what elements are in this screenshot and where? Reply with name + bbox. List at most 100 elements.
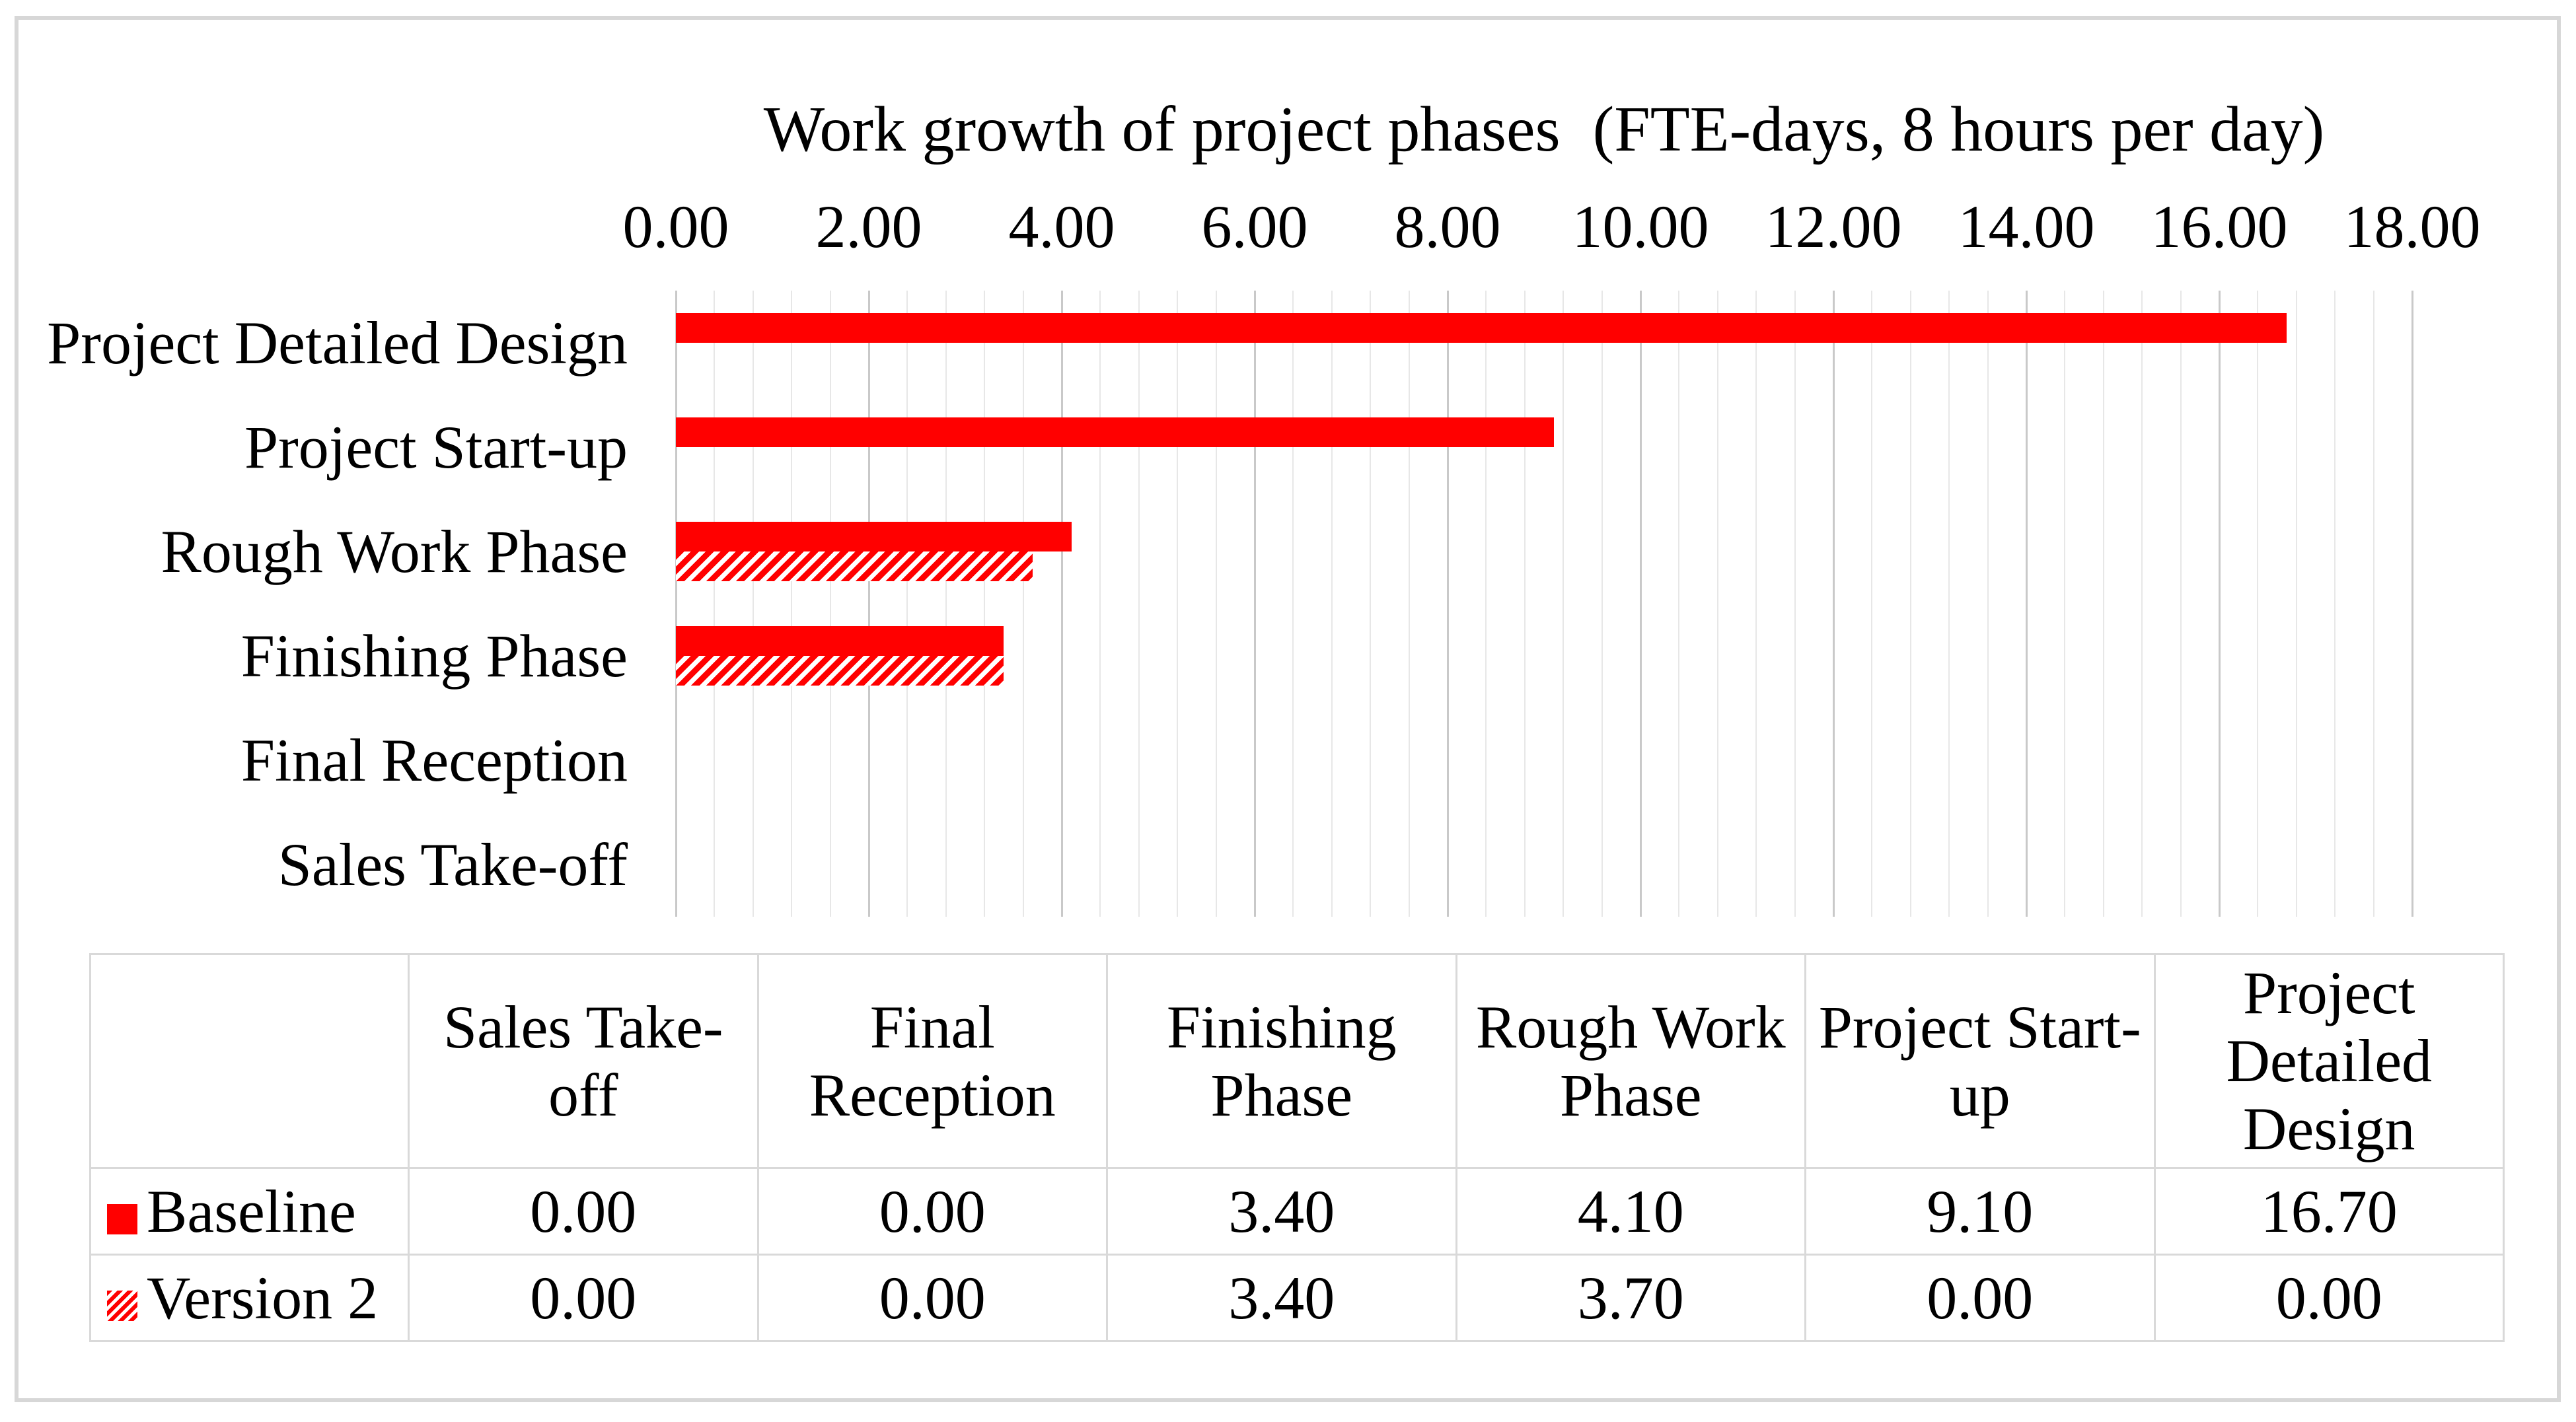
minor-gridline	[2373, 291, 2374, 917]
column-header-final-reception: Final Reception	[756, 952, 1108, 1170]
minor-gridline	[2141, 291, 2143, 917]
minor-gridline	[984, 291, 986, 917]
minor-gridline	[1987, 291, 1989, 917]
chart-title: Work growth of project phases (FTE-days,…	[763, 94, 2325, 165]
major-gridline	[1060, 291, 1063, 917]
major-gridline	[1833, 291, 1835, 917]
minor-gridline	[752, 291, 754, 917]
column-header-project-detailed-design: Project Detailed Design	[2153, 952, 2505, 1170]
minor-gridline	[1099, 291, 1101, 917]
bar-baseline-finishing-phase	[676, 626, 1004, 656]
major-gridline	[2026, 291, 2028, 917]
legend-label-version-2: Version 2	[147, 1264, 379, 1332]
column-header-finishing-phase: Finishing Phase	[1106, 952, 1457, 1170]
minor-gridline	[1563, 291, 1564, 917]
minor-gridline	[1871, 291, 1873, 917]
table-header-row: Sales Take-off Final Reception Finishing…	[89, 952, 2505, 1170]
baseline-value-finishing-phase: 3.40	[1106, 1167, 1457, 1256]
version-2-value-final-reception: 0.00	[756, 1254, 1108, 1343]
minor-gridline	[2257, 291, 2259, 917]
table-corner-cell	[89, 952, 410, 1170]
major-gridline	[675, 291, 677, 917]
category-axis-labels: Project Detailed Design Project Start-up…	[0, 291, 628, 917]
minor-gridline	[1716, 291, 1718, 917]
data-table: Sales Take-off Final Reception Finishing…	[89, 952, 2505, 1343]
major-gridline	[2411, 291, 2413, 917]
minor-gridline	[2180, 291, 2182, 917]
minor-gridline	[1370, 291, 1372, 917]
minor-gridline	[1485, 291, 1487, 917]
category-label-finishing-phase: Finishing Phase	[240, 622, 628, 690]
minor-gridline	[2102, 291, 2104, 917]
version-2-value-project-detailed-design: 0.00	[2153, 1254, 2505, 1343]
bar-baseline-project-detailed-design	[676, 313, 2287, 343]
minor-gridline	[1215, 291, 1217, 917]
column-header-project-start-up: Project Start-up	[1804, 952, 2156, 1170]
figure-border	[15, 16, 2561, 1402]
minor-gridline	[2334, 291, 2336, 917]
baseline-value-project-start-up: 9.10	[1804, 1167, 2156, 1256]
minor-gridline	[1292, 291, 1294, 917]
category-label-sales-take-off: Sales Take-off	[277, 831, 628, 898]
major-gridline	[1446, 291, 1449, 917]
plot-area	[675, 291, 2413, 917]
minor-gridline	[1948, 291, 1950, 917]
major-gridline	[1254, 291, 1256, 917]
version-2-value-project-start-up: 0.00	[1804, 1254, 2156, 1343]
legend-cell-baseline: Baseline	[89, 1167, 410, 1256]
tick-label-6: 6.00	[1201, 193, 1308, 260]
minor-gridline	[829, 291, 831, 917]
baseline-value-sales-take-off: 0.00	[408, 1167, 759, 1256]
tick-label-18: 18.00	[2343, 193, 2481, 260]
tick-label-2: 2.00	[815, 193, 922, 260]
category-label-project-start-up: Project Start-up	[244, 413, 628, 481]
minor-gridline	[1909, 291, 1911, 917]
baseline-value-project-detailed-design: 16.70	[2153, 1167, 2505, 1256]
minor-gridline	[1022, 291, 1024, 917]
version-2-value-sales-take-off: 0.00	[408, 1254, 759, 1343]
tick-label-10: 10.00	[1572, 193, 1709, 260]
category-label-final-reception: Final Reception	[240, 727, 628, 794]
minor-gridline	[714, 291, 716, 917]
minor-gridline	[1177, 291, 1179, 917]
tick-label-8: 8.00	[1394, 193, 1501, 260]
category-label-project-detailed-design: Project Detailed Design	[47, 309, 628, 376]
x-axis-tick-labels: 0.00 2.00 4.00 6.00 8.00 10.00 12.00 14.…	[623, 192, 2481, 264]
baseline-value-rough-work-phase: 4.10	[1455, 1167, 1806, 1256]
minor-gridline	[1601, 291, 1603, 917]
bar-baseline-project-start-up	[676, 417, 1554, 447]
category-label-rough-work-phase: Rough Work Phase	[161, 518, 628, 585]
column-header-rough-work-phase: Rough Work Phase	[1455, 952, 1806, 1170]
tick-label-16: 16.00	[2151, 193, 2288, 260]
tick-label-12: 12.00	[1765, 193, 1902, 260]
minor-gridline	[1755, 291, 1757, 917]
bar-baseline-rough-work-phase	[676, 522, 1072, 551]
table-row-baseline: Baseline 0.00 0.00 3.40 4.10 9.10 16.70	[89, 1167, 2505, 1256]
version-2-value-rough-work-phase: 3.70	[1455, 1254, 1806, 1343]
minor-gridline	[945, 291, 947, 917]
minor-gridline	[1524, 291, 1526, 917]
major-gridline	[1640, 291, 1642, 917]
bar-version-2-rough-work-phase	[676, 551, 1033, 581]
minor-gridline	[1678, 291, 1680, 917]
table-row-version-2: Version 2 0.00 0.00 3.40 3.70 0.00 0.00	[89, 1254, 2505, 1343]
minor-gridline	[791, 291, 793, 917]
tick-label-14: 14.00	[1958, 193, 2095, 260]
legend-label-baseline: Baseline	[147, 1178, 356, 1246]
version-2-value-finishing-phase: 3.40	[1106, 1254, 1457, 1343]
minor-gridline	[2295, 291, 2297, 917]
minor-gridline	[1138, 291, 1140, 917]
baseline-solid-legend-key-icon	[107, 1204, 137, 1235]
minor-gridline	[1408, 291, 1410, 917]
minor-gridline	[2064, 291, 2066, 917]
version-2-hatch-legend-key-icon	[107, 1291, 137, 1322]
tick-label-0: 0.00	[622, 193, 729, 260]
minor-gridline	[1331, 291, 1333, 917]
minor-gridline	[906, 291, 908, 917]
column-header-sales-take-off: Sales Take-off	[408, 952, 759, 1170]
major-gridline	[2218, 291, 2221, 917]
major-gridline	[867, 291, 870, 917]
bar-version-2-finishing-phase	[676, 656, 1004, 686]
baseline-value-final-reception: 0.00	[756, 1167, 1108, 1256]
